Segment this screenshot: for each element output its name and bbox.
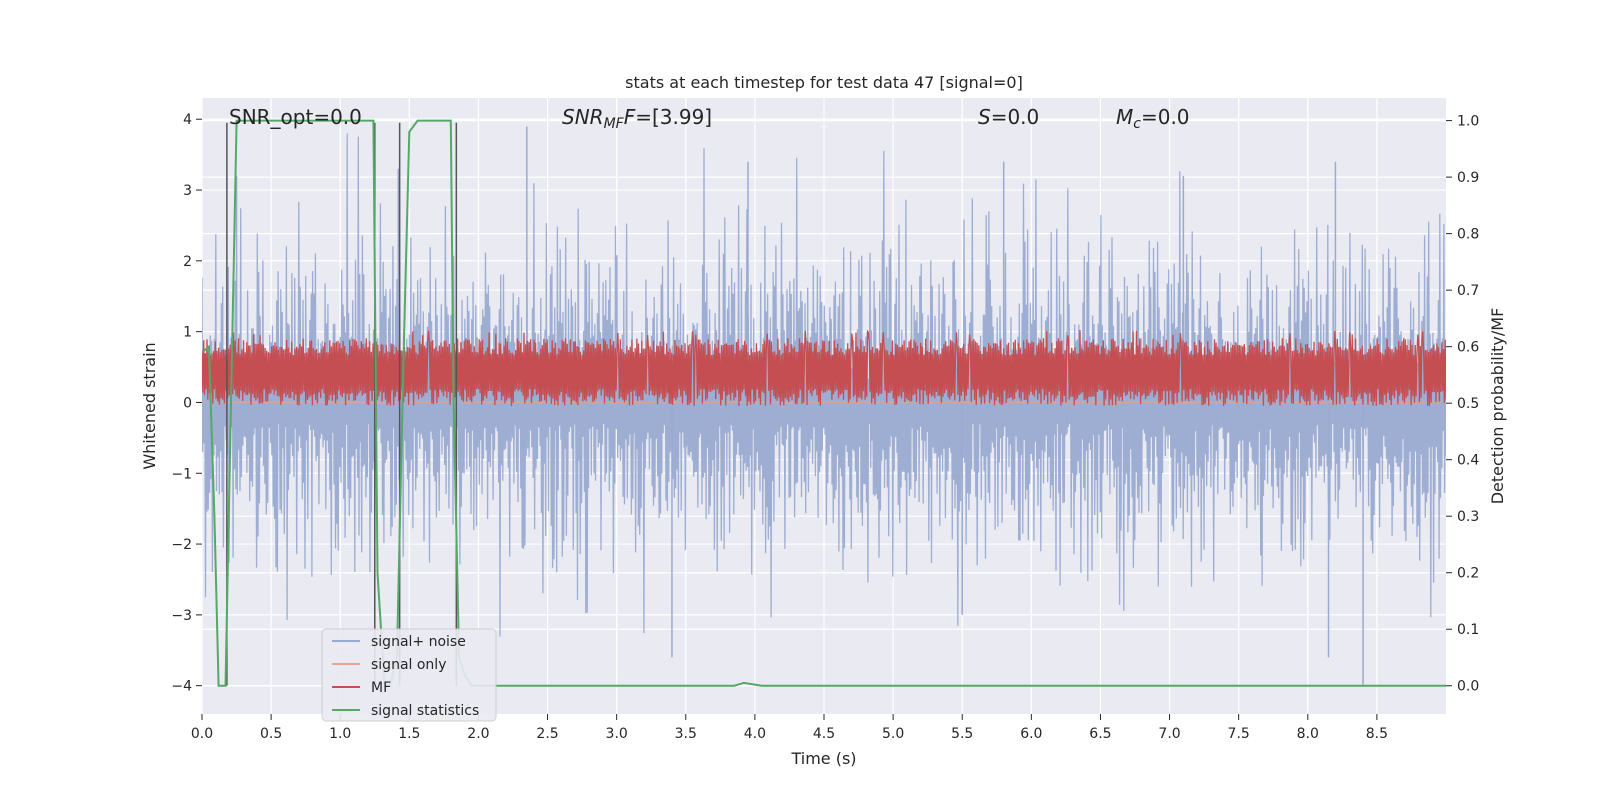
y-axis-label: Whitened strain [140, 342, 159, 469]
chart-title: stats at each timestep for test data 47 … [625, 73, 1023, 92]
x-tick-label: 4.0 [744, 726, 766, 742]
x-tick-label: 3.0 [606, 726, 628, 742]
legend-label: MF [371, 680, 391, 696]
annotation-snr-mf-f: F [624, 105, 636, 129]
y-tick-label: −2 [171, 537, 192, 553]
y-tick-label: −4 [171, 679, 192, 695]
y-axis-right-label: Detection probability/MF [1488, 308, 1507, 505]
y-tick-label: −1 [171, 466, 192, 482]
y-right-tick-label: 0.9 [1457, 170, 1479, 186]
x-tick-label: 8.5 [1366, 726, 1388, 742]
y-right-tick-label: 0.2 [1457, 566, 1479, 582]
y-right-tick-label: 0.8 [1457, 227, 1479, 243]
x-tick-label: 7.5 [1228, 726, 1250, 742]
x-tick-label: 3.5 [675, 726, 697, 742]
x-tick-label: 6.0 [1020, 726, 1042, 742]
annotation-s-rest: =0.0 [991, 105, 1040, 129]
y-tick-label: 2 [183, 254, 192, 270]
annotation-snr-mf-main: SNR [562, 105, 604, 129]
x-tick-label: 1.5 [398, 726, 420, 742]
annotation-s: S=0.0 [978, 105, 1039, 129]
y-tick-label: 1 [183, 325, 192, 341]
annotation-snr-mf: SNRMFF=[3.99] [562, 105, 712, 132]
x-tick-label: 5.5 [951, 726, 973, 742]
y-right-tick-label: 0.0 [1457, 679, 1479, 695]
x-tick-label: 0.0 [191, 726, 213, 742]
annotation-s-main: S [978, 105, 991, 129]
x-tick-label: 4.5 [813, 726, 835, 742]
annotation-snr-mf-rest: =[3.99] [635, 105, 712, 129]
y-right-tick-label: 0.1 [1457, 622, 1479, 638]
y-right-tick-label: 0.7 [1457, 283, 1479, 299]
mf-series [202, 329, 1446, 407]
annotation-mc-rest: =0.0 [1141, 105, 1190, 129]
y-tick-label: −3 [171, 608, 192, 624]
x-axis: 0.0 0.5 1.0 1.5 2.0 2.5 3.0 3.5 4.0 4.5 5.0 5.5 6.0 6… [191, 714, 1388, 742]
legend-box [321, 628, 497, 722]
annotation-snr-mf-sub: MF [604, 116, 625, 132]
annotation-mc-main: M [1116, 105, 1133, 129]
annotations: SNR_opt=0.0 SNRMFF=[3.99] S=0.0 Mc=0.0 [229, 105, 1190, 132]
annotation-snr-opt: SNR_opt=0.0 [229, 105, 362, 129]
annotation-mc-sub: c [1133, 116, 1141, 132]
legend: signal+ noise signal only MF signal statist… [321, 628, 497, 722]
x-tick-label: 2.0 [467, 726, 489, 742]
legend-label: signal+ noise [371, 634, 466, 650]
y-right-tick-label: 0.6 [1457, 340, 1479, 356]
x-tick-label: 8.0 [1297, 726, 1319, 742]
y-right-tick-label: 0.5 [1457, 396, 1479, 412]
y-tick-label: 4 [183, 112, 192, 128]
y-axis-left: −4 −3 −2 −1 0 1 2 3 4 [171, 112, 202, 695]
legend-label: signal statistics [371, 703, 479, 719]
legend-label: signal only [371, 657, 446, 673]
x-axis-label: Time (s) [790, 749, 856, 768]
y-right-tick-label: 1.0 [1457, 114, 1479, 130]
x-tick-label: 5.0 [882, 726, 904, 742]
x-tick-label: 7.0 [1158, 726, 1180, 742]
x-tick-label: 0.5 [260, 726, 282, 742]
y-right-tick-label: 0.4 [1457, 453, 1479, 469]
annotation-mc: Mc=0.0 [1116, 105, 1190, 132]
x-tick-label: 1.0 [329, 726, 351, 742]
y-tick-label: 3 [183, 183, 192, 199]
y-right-tick-label: 0.3 [1457, 509, 1479, 525]
y-axis-right: 0.0 0.1 0.2 0.3 0.4 0.5 0.6 0.7 0.8 0.9 1.0 [1446, 114, 1479, 695]
y-tick-label: 0 [183, 395, 192, 411]
x-tick-label: 2.5 [536, 726, 558, 742]
x-tick-label: 6.5 [1089, 726, 1111, 742]
